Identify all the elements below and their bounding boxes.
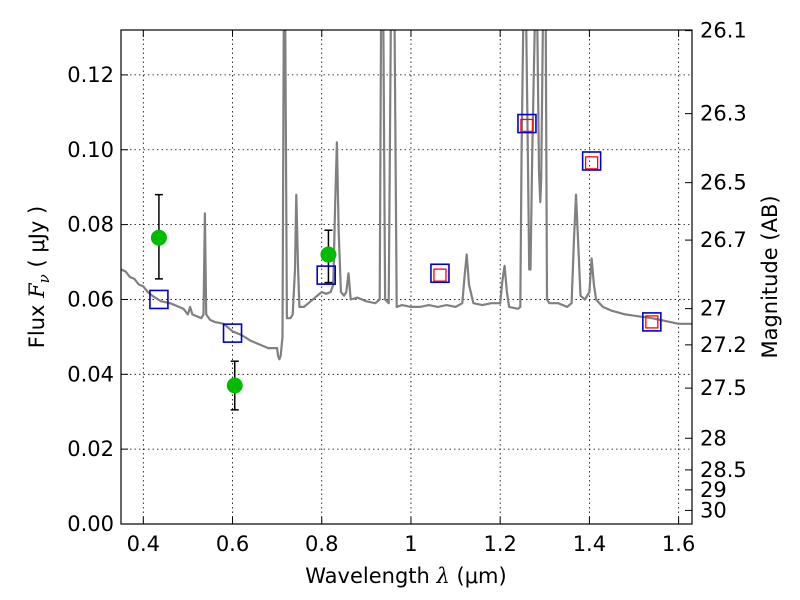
model-band-square bbox=[149, 289, 169, 310]
magnitude-axis-label: Magnitude (AB) bbox=[758, 195, 782, 358]
model-band-square bbox=[581, 151, 602, 171]
x-tick-label: 1.6 bbox=[662, 532, 695, 556]
y-axis-label-unit: ( μJy ) bbox=[25, 206, 49, 274]
predicted-square bbox=[520, 118, 534, 133]
y-axis-label-symbol: F bbox=[25, 282, 49, 299]
x-tick-label: 0.6 bbox=[216, 532, 249, 556]
observed-point bbox=[226, 377, 243, 394]
mag-tick-label: 26.3 bbox=[700, 102, 747, 126]
mag-tick-label: 27 bbox=[700, 297, 727, 321]
mag-tick-label: 26.1 bbox=[700, 19, 747, 43]
axis-ticks: 0.4 0.6 0.8 1 1.2 1.4 1.6 0.00 0.02 0.04 0.06 0.08 0… bbox=[67, 19, 747, 556]
mag-tick-label: 28.5 bbox=[700, 458, 747, 482]
observed-point bbox=[320, 246, 337, 263]
x-axis-label-prefix: Wavelength bbox=[305, 564, 436, 588]
model-band-square bbox=[222, 323, 243, 343]
x-axis-label-unit: (μm) bbox=[450, 564, 507, 588]
y-tick-label: 0.06 bbox=[67, 287, 114, 311]
model-band-square bbox=[316, 265, 337, 285]
mag-tick-label: 27.2 bbox=[700, 333, 747, 357]
y-axis-label-prefix: Flux bbox=[25, 298, 49, 348]
data-series bbox=[121, 30, 692, 411]
x-tick-label: 1.2 bbox=[483, 532, 516, 556]
mag-tick-label: 26.7 bbox=[700, 228, 747, 252]
y-axis-label: Flux Fν ( μJy ) bbox=[25, 206, 53, 348]
y-axis-label-subscript: ν bbox=[35, 274, 53, 283]
predicted-square bbox=[433, 268, 447, 282]
x-tick-label: 1 bbox=[404, 532, 417, 556]
x-tick-label: 0.4 bbox=[127, 532, 160, 556]
mag-tick-label: 27.5 bbox=[700, 376, 747, 400]
sed-model-line bbox=[121, 30, 692, 361]
mag-tick-label: 28 bbox=[700, 426, 727, 450]
y-tick-label: 0.02 bbox=[67, 437, 114, 461]
predicted-square bbox=[584, 156, 599, 170]
model-band-square bbox=[642, 312, 662, 332]
y-tick-label: 0.12 bbox=[67, 63, 114, 87]
mag-tick-label: 29 bbox=[700, 478, 727, 502]
mag-tick-label: 26.5 bbox=[700, 171, 747, 195]
y-tick-label: 0.00 bbox=[67, 512, 114, 536]
plot-frame bbox=[120, 29, 693, 525]
observed-point bbox=[150, 229, 167, 246]
x-tick-label: 1.4 bbox=[573, 532, 606, 556]
x-tick-label: 0.8 bbox=[305, 532, 338, 556]
x-axis-label: Wavelength λ (μm) bbox=[305, 564, 506, 588]
x-axis-label-symbol: λ bbox=[436, 564, 450, 588]
y-tick-label: 0.04 bbox=[67, 362, 114, 386]
model-band-square bbox=[430, 263, 450, 284]
y-tick-label: 0.08 bbox=[67, 213, 114, 237]
model-band-square bbox=[517, 113, 537, 134]
mag-tick-label: 30 bbox=[700, 498, 727, 522]
y-tick-label: 0.10 bbox=[67, 138, 114, 162]
predicted-square bbox=[645, 315, 659, 329]
